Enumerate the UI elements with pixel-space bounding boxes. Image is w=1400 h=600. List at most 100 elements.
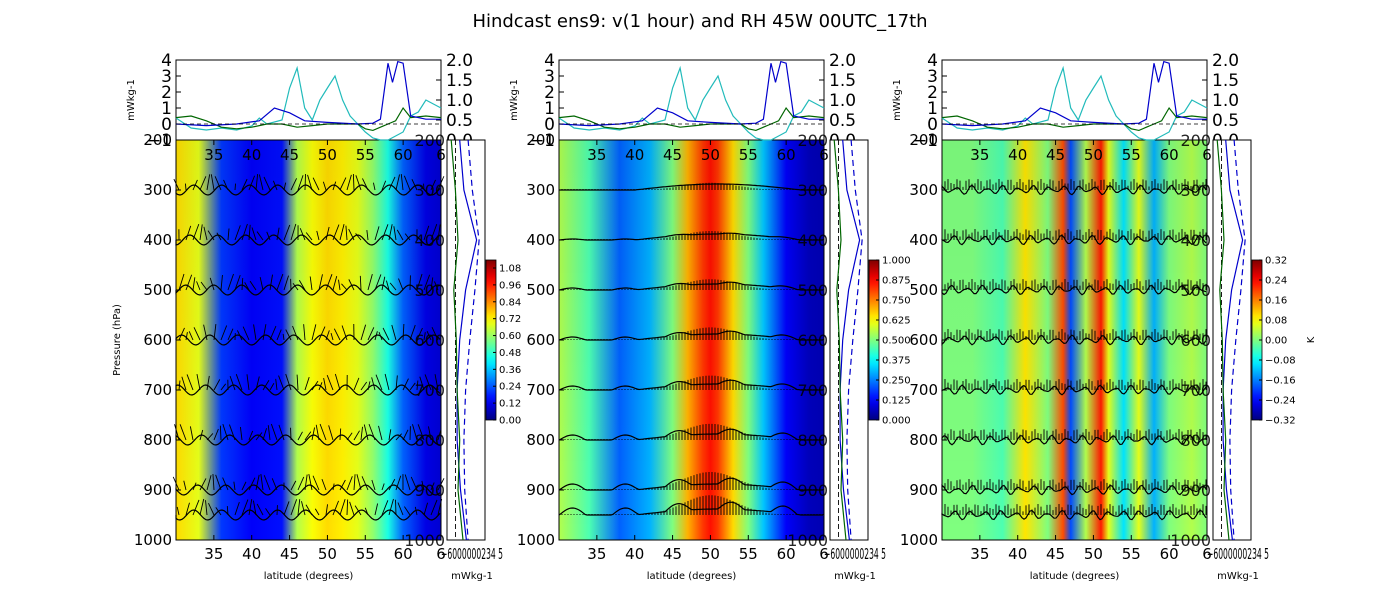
side-x-tick-labels: −6000000234 5 (824, 545, 886, 563)
vector-stroke (265, 508, 271, 516)
vector-stroke (255, 174, 259, 191)
vector-stroke (192, 179, 198, 191)
vector-stroke (356, 474, 362, 491)
vector-stroke (179, 424, 187, 441)
x-tick-label-top: 35 (587, 146, 606, 164)
top-left-tick-label: 3 (161, 67, 172, 87)
top-left-tick-label: −1 (530, 131, 555, 151)
x-tick-label-top: 40 (1008, 146, 1027, 164)
y-tick-label: 600 (909, 331, 938, 349)
colorbar-tick-label: 1.000 (882, 256, 911, 267)
vector-stroke (359, 275, 362, 291)
y-tick-label: 400 (143, 231, 172, 249)
x-tick-label: 40 (242, 545, 261, 563)
vector-stroke (353, 377, 360, 391)
vector-stroke (184, 183, 187, 191)
vector-stroke (319, 423, 327, 441)
colorbar-tick-label: −0.32 (1265, 416, 1296, 427)
vector-stroke (334, 373, 341, 391)
vector-stroke (339, 498, 346, 516)
vector-stroke (307, 174, 313, 191)
vector-stroke (290, 223, 297, 241)
vector-stroke (416, 327, 423, 341)
vector-stroke (360, 426, 363, 441)
top-left-tick-label: 1 (544, 99, 555, 119)
vector-stroke (260, 473, 264, 491)
x-tick-label-top: 6 (436, 146, 446, 164)
y-tick-label: 500 (909, 281, 938, 299)
vector-stroke (251, 227, 257, 241)
vector-stroke (192, 499, 200, 516)
vector-stroke (389, 282, 397, 291)
vector-stroke (299, 228, 306, 241)
side-y-tick-label: 800 (1180, 431, 1211, 450)
vector-stroke (374, 226, 380, 241)
vector-stroke (430, 499, 438, 516)
vector-stroke (309, 276, 313, 291)
vector-stroke (416, 273, 423, 291)
vector-stroke (326, 374, 334, 391)
top-left-tick-label: 2 (544, 83, 555, 103)
colorbar-tick-label: 0.750 (882, 296, 911, 307)
vector-stroke (318, 382, 323, 391)
vector-stroke (388, 224, 393, 241)
top-left-tick-label: 3 (927, 67, 938, 87)
vector-stroke (312, 475, 320, 491)
vector-stroke (222, 477, 229, 491)
vector-stroke (402, 429, 409, 441)
vector-stroke (199, 478, 207, 491)
vector-stroke (311, 427, 316, 441)
vector-stroke (248, 477, 256, 491)
side-x-tick-labels: −6000000234 5 (441, 545, 503, 563)
top-left-tick-label: 2 (927, 83, 938, 103)
vector-stroke (229, 375, 236, 391)
x-tick-label: 6 (1202, 545, 1212, 563)
x-tick-label-top: 50 (701, 146, 720, 164)
vector-stroke (388, 478, 396, 491)
side-y-tick-label: 900 (797, 481, 828, 500)
vector-stroke (206, 433, 214, 441)
vector-stroke (178, 327, 185, 341)
vector-stroke (186, 374, 194, 391)
vector-stroke (239, 426, 243, 441)
top-left-tick-label: 0 (544, 115, 555, 135)
side-y-tick-label: 900 (414, 481, 445, 500)
vector-stroke (371, 377, 376, 391)
vector-stroke (215, 474, 222, 491)
vector-stroke (381, 180, 387, 191)
colorbar-tick-label: 0.00 (499, 416, 521, 427)
side-y-tick-label: 600 (797, 331, 828, 350)
y-tick-label: 300 (526, 181, 555, 199)
x-tick-label-top: 60 (394, 146, 413, 164)
top-series-green (558, 106, 825, 132)
vector-stroke (332, 224, 340, 241)
side-x-axis-label: mWkg-1 (834, 571, 876, 582)
vector-row (941, 434, 1207, 446)
vector-stroke (213, 379, 221, 391)
vector-stroke (220, 325, 228, 341)
vector-stroke (263, 475, 271, 491)
x-tick-label: 60 (777, 545, 796, 563)
vector-stroke (262, 379, 270, 391)
vector-stroke (266, 231, 271, 241)
top-right-tick-label: 0.5 (446, 111, 473, 131)
vector-stroke (248, 430, 254, 441)
top-left-tick-label: 2 (161, 83, 172, 103)
top-left-tick-label: 1 (927, 99, 938, 119)
vector-stroke (229, 424, 236, 441)
vector-stroke (346, 476, 353, 491)
vector-stroke (276, 227, 280, 241)
colorbar-tick-label: 0.08 (1265, 316, 1287, 327)
x-tick-label-top: 6 (819, 146, 829, 164)
y-axis-label: Pressure (hPa) (112, 304, 123, 376)
side-y-tick-label: 500 (1180, 281, 1211, 300)
vector-stroke (402, 323, 405, 341)
vector-stroke (178, 273, 185, 291)
colorbar-ramp (485, 259, 497, 421)
vector-stroke (339, 428, 342, 441)
top-right-tick-label: 1.0 (829, 91, 856, 111)
side-series-blue-dashed (1229, 139, 1246, 541)
side-series-blue (456, 139, 478, 541)
vector-stroke (255, 474, 260, 491)
vector-stroke (304, 431, 312, 441)
